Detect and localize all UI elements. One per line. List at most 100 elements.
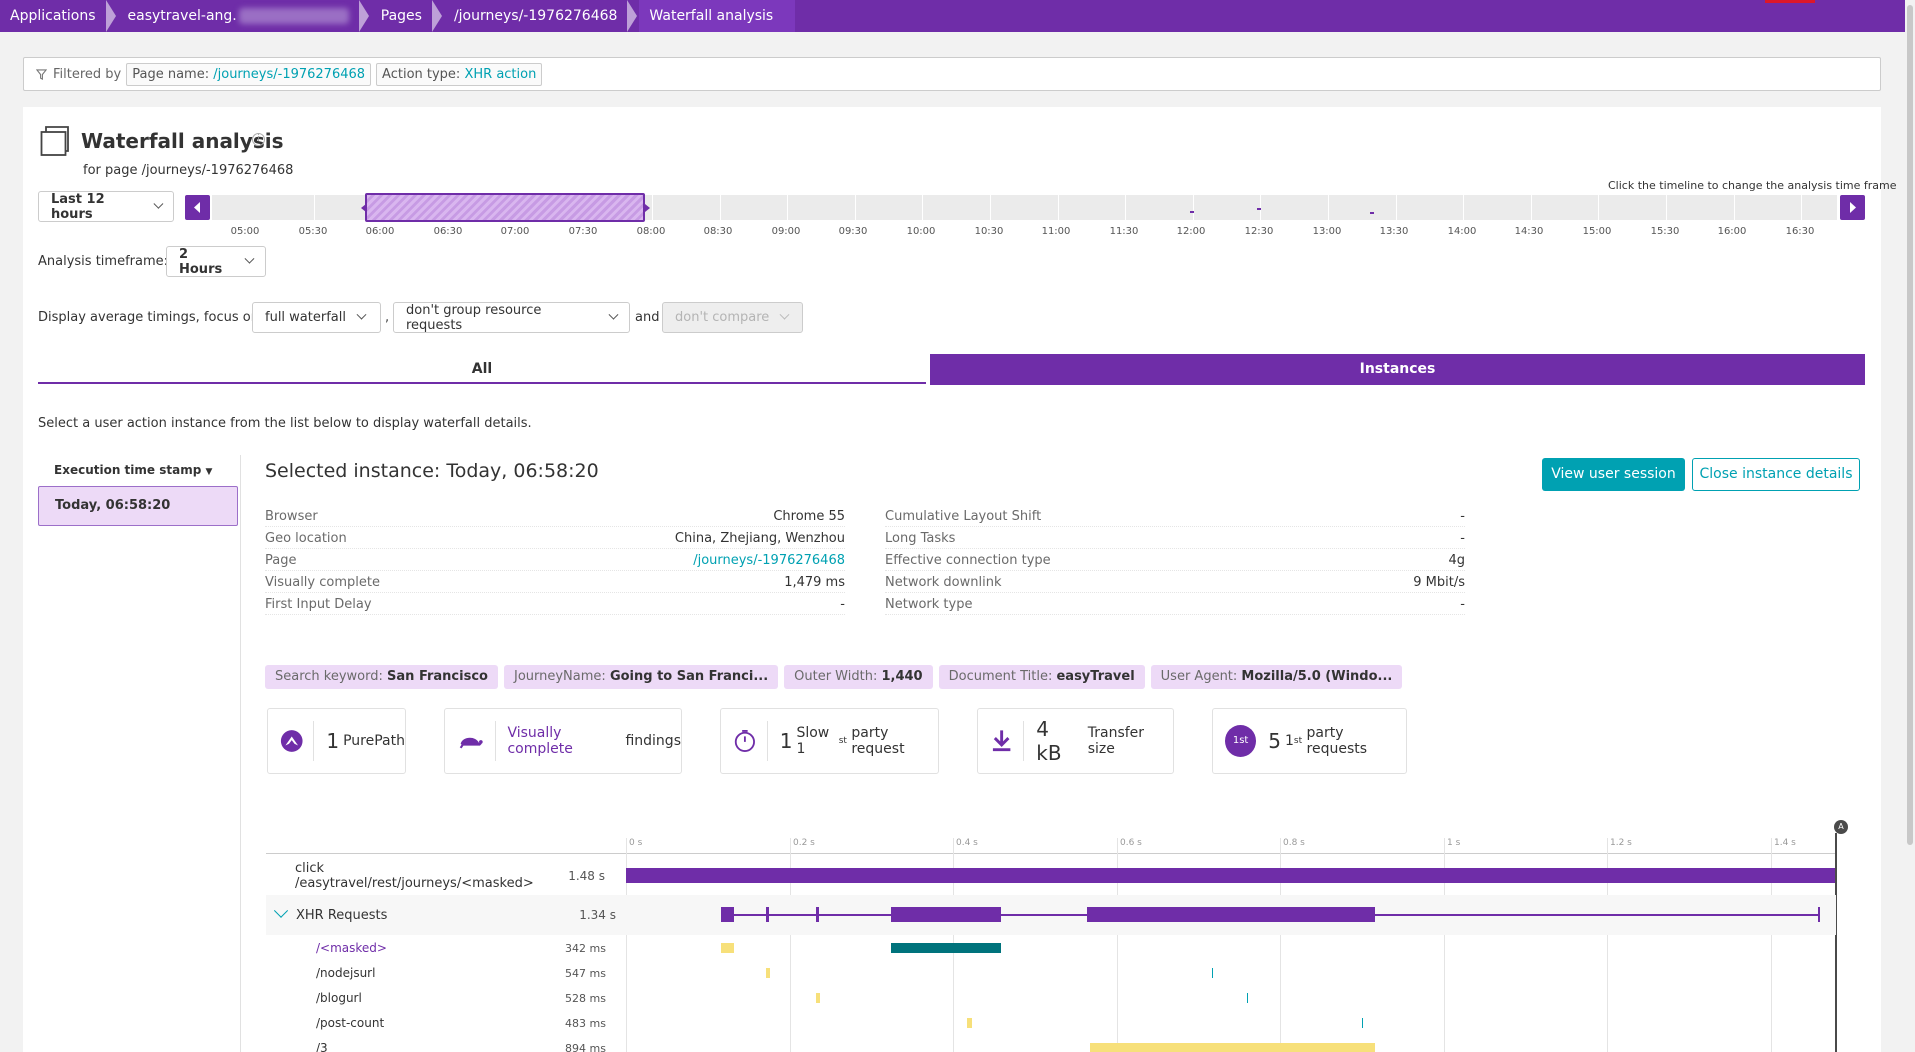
grouping-select[interactable]: don't group resource requests [393, 302, 630, 333]
close-instance-details-button[interactable]: Close instance details [1692, 458, 1860, 491]
breadcrumb-pages[interactable]: Pages [371, 0, 444, 32]
stopwatch-icon [734, 730, 755, 752]
property-tag[interactable]: Search keyword: San Francisco [265, 665, 498, 689]
tag-key: Search keyword: [275, 669, 383, 684]
timeline-tick-label: 15:30 [1650, 226, 1680, 237]
tab-all[interactable]: All [38, 354, 926, 384]
visually-complete-link[interactable]: Visually complete [507, 725, 573, 757]
tag-key: JourneyName: [513, 669, 606, 684]
property-row: Long Tasks - [885, 529, 1465, 549]
tag-value: easyTravel [1056, 669, 1135, 684]
breadcrumb-label: Applications [10, 8, 96, 24]
request-name[interactable]: /post-count [316, 1016, 385, 1030]
property-tag[interactable]: JourneyName: Going to San Franci... [503, 665, 779, 689]
request-row[interactable]: /<masked> 342 ms [266, 937, 1836, 959]
timeline-next-button[interactable] [1840, 195, 1865, 220]
property-row: Geo location China, Zhejiang, Wenzhou [265, 529, 845, 549]
property-value: 9 Mbit/s [1413, 575, 1465, 590]
info-icon[interactable]: i [252, 133, 265, 146]
request-name[interactable]: /3 [316, 1041, 328, 1052]
request-bar[interactable] [891, 943, 1001, 953]
timeline-gridline [1396, 195, 1397, 220]
breadcrumb-application[interactable]: easytravel-ang. [118, 0, 371, 32]
filter-chip-action-type[interactable]: Action type: XHR action [376, 62, 543, 86]
selection-handle-right[interactable] [645, 204, 650, 212]
timeline-tick-label: 08:30 [703, 226, 733, 237]
timeline-gridline [990, 195, 991, 220]
chevron-down-icon [152, 198, 163, 209]
timeline-tick-label: 06:00 [365, 226, 395, 237]
property-key: Visually complete [265, 575, 380, 590]
chevron-down-icon[interactable] [273, 903, 289, 918]
sort-header-label: Execution time stamp [54, 463, 202, 477]
slow-request-card[interactable]: 1 Slow 1 st party request [720, 708, 939, 774]
caret-right-icon [1850, 202, 1856, 213]
request-name[interactable]: /nodejsurl [316, 966, 376, 980]
range-select[interactable]: Last 12 hours [38, 191, 174, 222]
property-value: - [1460, 531, 1465, 546]
tag-key: Document Title: [948, 669, 1053, 684]
chevron-down-icon [779, 309, 790, 320]
request-name[interactable]: /<masked> [316, 941, 387, 955]
timeline-gridline [922, 195, 923, 220]
waterfall-gridline [626, 838, 627, 1052]
filter-chip-page-name[interactable]: Page name: /journeys/-1976276468 [126, 62, 372, 86]
waterfall-axis-label: 1.4 s [1774, 838, 1796, 848]
property-key: Long Tasks [885, 531, 956, 546]
waterfall-marker[interactable]: A [1834, 820, 1848, 834]
property-value: Chrome 55 [773, 509, 845, 524]
property-row: Network type - [885, 595, 1465, 615]
waterfall-action-row[interactable]: click /easytravel/rest/journeys/<masked>… [266, 861, 1836, 891]
analysis-timeframe-select[interactable]: 2 Hours [166, 246, 266, 277]
timeline-prev-button[interactable] [185, 195, 210, 220]
page-link[interactable]: /journeys/-1976276468 [693, 553, 845, 568]
breadcrumb-page[interactable]: /journeys/-1976276468 [444, 0, 639, 32]
request-bar[interactable] [1212, 968, 1213, 978]
selected-instance-title: Selected instance: Today, 06:58:20 [265, 460, 599, 482]
transfer-size-card[interactable]: 4 kB Transfer size [977, 708, 1174, 774]
group-bar-segment [891, 907, 1001, 922]
view-user-session-button[interactable]: View user session [1542, 458, 1685, 491]
scrollbar-thumb[interactable] [1907, 5, 1913, 845]
timeline-gridline [1260, 195, 1261, 220]
focus-select[interactable]: full waterfall [252, 302, 381, 333]
tab-instances[interactable]: Instances [930, 354, 1865, 385]
instance-list-header[interactable]: Execution time stamp ▼ [54, 463, 212, 477]
timeline-tick-label: 11:30 [1109, 226, 1139, 237]
property-tag[interactable]: Outer Width: 1,440 [784, 665, 933, 689]
property-tag[interactable]: User Agent: Mozilla/5.0 (Windo... [1150, 665, 1403, 689]
timeline-gridline [652, 195, 653, 220]
request-bar[interactable] [1247, 993, 1248, 1003]
timeline-tick-label: 05:30 [298, 226, 328, 237]
timeline-tick-label: 09:00 [771, 226, 801, 237]
request-row[interactable]: /3 894 ms [266, 1037, 1836, 1052]
breadcrumb-applications[interactable]: Applications [0, 0, 118, 32]
timeline-gridline [1193, 195, 1194, 220]
visually-complete-card[interactable]: Visually complete findings [444, 708, 682, 774]
timeline-tick-label: 12:30 [1244, 226, 1274, 237]
selection-handle-left[interactable] [361, 204, 366, 212]
property-key: Geo location [265, 531, 347, 546]
timeline-selection[interactable] [365, 193, 645, 222]
request-row[interactable]: /blogurl 528 ms [266, 987, 1836, 1009]
property-row: Cumulative Layout Shift - [885, 507, 1465, 527]
property-tag[interactable]: Document Title: easyTravel [938, 665, 1145, 689]
timeline-tick-label: 07:30 [568, 226, 598, 237]
property-value: 4g [1448, 553, 1465, 568]
timeline-gridline [314, 195, 315, 220]
request-row[interactable]: /post-count 483 ms [266, 1012, 1836, 1034]
property-row: Visually complete 1,479 ms [265, 573, 845, 593]
filter-bar[interactable]: Filtered by Page name: /journeys/-197627… [23, 57, 1881, 91]
request-name[interactable]: /blogurl [316, 991, 362, 1005]
instance-list-item[interactable]: Today, 06:58:20 [38, 486, 238, 526]
group-duration: 1.34 s [579, 908, 616, 922]
page-title: Waterfall analysis [81, 129, 284, 153]
display-prefix: Display average timings, focus on [38, 310, 259, 325]
download-icon [992, 730, 1011, 752]
request-duration: 483 ms [565, 1016, 606, 1030]
request-bar[interactable] [1362, 1018, 1363, 1028]
action-bar[interactable] [626, 868, 1835, 883]
request-row[interactable]: /nodejsurl 547 ms [266, 962, 1836, 984]
purepath-card[interactable]: 1 PurePath [267, 708, 406, 774]
